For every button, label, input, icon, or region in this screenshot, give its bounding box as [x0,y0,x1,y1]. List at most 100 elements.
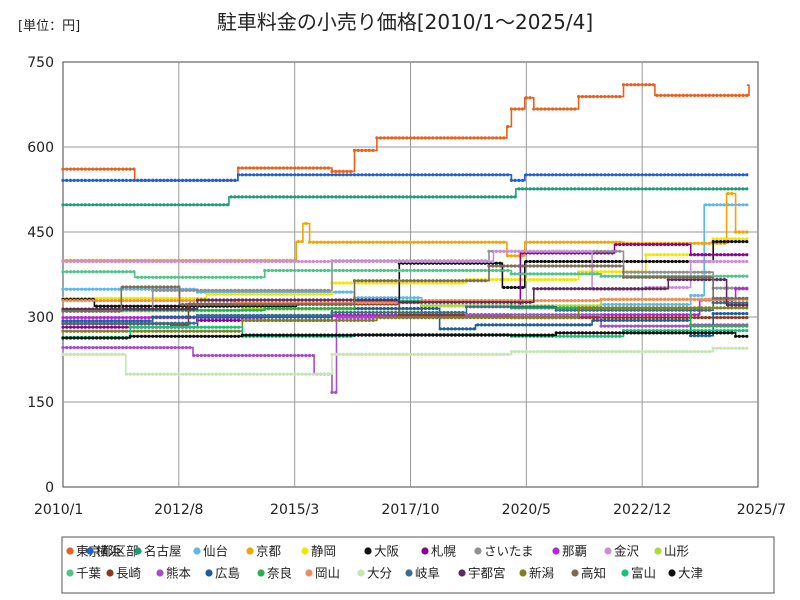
data-point [255,195,259,199]
data-point [502,333,506,337]
data-point [367,301,371,305]
data-point [719,331,723,335]
data-point [229,292,233,296]
data-point [154,315,158,319]
data-point [311,333,315,337]
legend-label: 京都 [256,544,282,559]
data-point [498,173,502,177]
data-point [524,187,528,191]
data-point [147,316,151,320]
data-point [618,318,622,322]
data-point [730,274,734,278]
data-point [151,203,155,207]
data-point [274,353,278,358]
data-point [730,301,734,305]
data-point [442,259,446,264]
data-point [741,334,745,338]
data-point [259,318,263,322]
data-point [128,321,132,325]
data-point [558,331,562,335]
legend-label: 大津 [678,566,703,581]
data-point [136,372,140,376]
data-point [207,353,211,358]
data-point [266,292,271,296]
x-tick-label: 2025/7 [737,502,786,518]
data-point [569,278,573,282]
data-point [666,173,670,177]
data-point [364,259,368,264]
data-point [491,323,495,327]
data-point [136,285,140,289]
data-point [181,275,185,279]
data-point [121,167,125,171]
data-point [663,313,667,317]
data-point [614,297,618,301]
data-point [349,169,353,173]
data-point [644,302,648,307]
data-point [685,173,689,177]
data-point [427,310,431,315]
data-point [734,306,738,310]
data-point [599,331,603,335]
data-point [457,316,461,320]
data-point [464,268,469,273]
data-point [199,288,203,292]
data-point [315,333,319,337]
data-point [76,270,80,274]
data-point [633,302,637,307]
data-point [113,178,117,182]
data-point [270,292,274,296]
series-20 [61,301,749,325]
data-point [633,350,637,354]
data-point [554,272,558,276]
data-point [367,279,371,283]
legend-marker [257,569,265,577]
data-point [562,350,566,354]
legend-item: 名古屋 [134,544,182,559]
data-point [663,316,667,320]
data-point [528,316,532,320]
data-point [293,298,297,302]
data-point [181,307,185,311]
data-point [379,268,383,273]
data-point [158,307,162,311]
data-point [554,323,558,327]
data-point [704,334,708,338]
data-point [169,259,173,264]
data-point [636,308,641,312]
data-point [573,306,577,310]
data-point [98,329,102,333]
data-point [65,336,69,340]
data-point [214,353,218,358]
data-point [580,95,585,99]
data-point [644,324,648,328]
data-point [386,310,390,315]
data-point [707,308,712,312]
data-point [730,240,734,244]
data-point [266,173,271,177]
data-point [65,178,69,182]
data-point [326,298,330,302]
data-point [117,309,121,313]
data-point [476,279,480,283]
data-point [562,316,566,320]
data-point [603,297,607,301]
data-point [405,268,409,273]
data-point [472,313,476,317]
series-markers [61,173,749,182]
data-point [386,259,390,264]
data-point [304,353,308,358]
x-tick-label: 2015/3 [270,502,319,518]
data-point [625,331,629,335]
data-point [121,203,125,207]
data-point [588,259,592,264]
data-point [558,272,562,276]
data-point [237,318,241,322]
data-point [356,306,360,311]
data-point [715,240,719,244]
data-point [173,307,177,311]
data-point [524,259,528,264]
data-point [614,187,618,191]
data-point [715,316,719,320]
data-point [87,309,91,313]
